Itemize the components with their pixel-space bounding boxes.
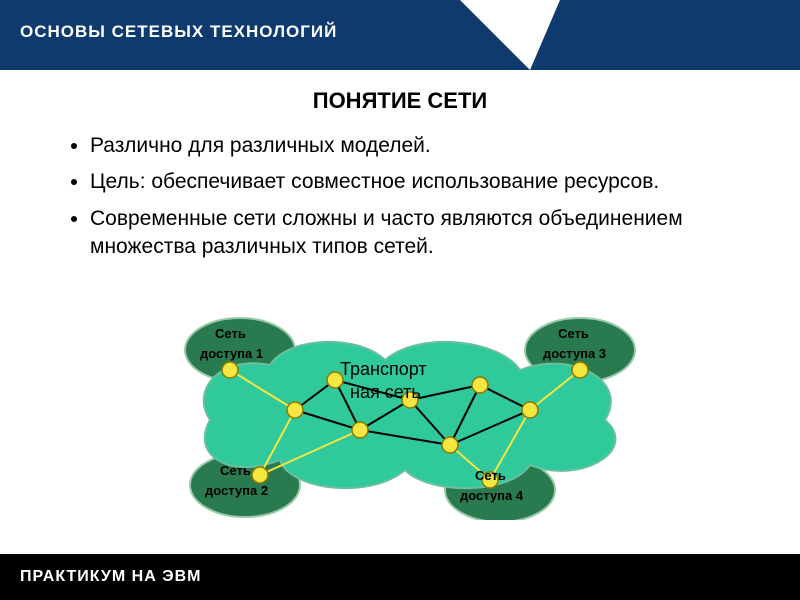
node-circle	[352, 422, 368, 438]
transport-label-1: Транспорт	[340, 359, 427, 379]
section-title: ПОНЯТИЕ СЕТИ	[0, 88, 800, 114]
node-circle	[222, 362, 238, 378]
bullet-list: Различно для различных моделей. Цель: об…	[90, 132, 740, 261]
access-label: доступа 1	[200, 346, 263, 361]
slide-footer: ПРАКТИКУМ НА ЭВМ	[0, 554, 800, 600]
bullet-item: Цель: обеспечивает совместное использова…	[90, 168, 740, 196]
node-circle	[287, 402, 303, 418]
bullet-item: Различно для различных моделей.	[90, 132, 740, 160]
node-circle	[522, 402, 538, 418]
access-label: доступа 4	[460, 488, 524, 503]
access-label: доступа 2	[205, 483, 268, 498]
transport-label-2: ная сеть	[350, 382, 421, 402]
access-label: Сеть	[220, 463, 251, 478]
access-label: Сеть	[558, 326, 589, 341]
bullet-item: Современные сети сложны и часто являются…	[90, 205, 740, 262]
footer-text: ПРАКТИКУМ НА ЭВМ	[20, 568, 201, 586]
node-circle	[572, 362, 588, 378]
access-label: Сеть	[475, 468, 506, 483]
network-diagram: Транспорт ная сеть Сеть доступа 1 Сеть дост…	[150, 310, 670, 520]
node-circle	[252, 467, 268, 483]
header-title: ОСНОВЫ СЕТЕВЫХ ТЕХНОЛОГИЙ	[20, 22, 337, 42]
access-label: Сеть	[215, 326, 246, 341]
node-circle	[442, 437, 458, 453]
slide-header: ОСНОВЫ СЕТЕВЫХ ТЕХНОЛОГИЙ	[0, 0, 800, 70]
access-label: доступа 3	[543, 346, 606, 361]
node-circle	[472, 377, 488, 393]
